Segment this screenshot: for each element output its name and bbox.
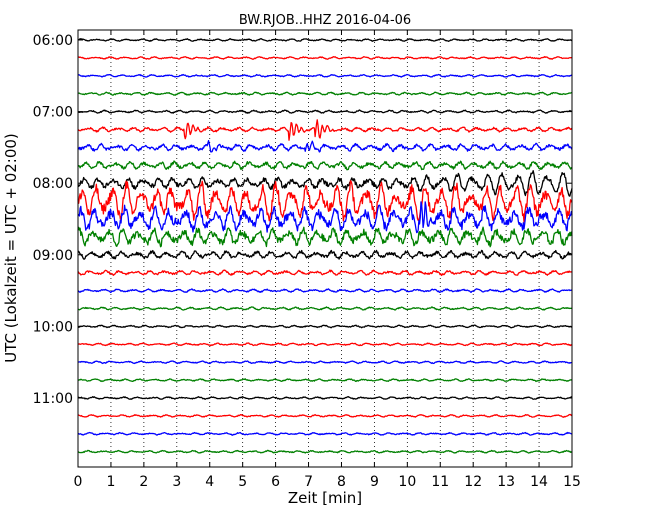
trace-line — [77, 449, 573, 454]
y-tick-label: 06:00 — [33, 33, 73, 49]
trace-line — [77, 55, 573, 60]
trace-line — [77, 226, 573, 248]
x-tick-label: 7 — [304, 474, 313, 490]
y-axis-label: UTC (Lokalzeit = UTC + 02:00) — [2, 133, 20, 363]
trace-line — [77, 73, 573, 78]
plot-frame — [77, 29, 573, 468]
trace-line — [77, 306, 573, 311]
trace-line — [77, 170, 573, 197]
x-tick-label: 4 — [205, 474, 214, 490]
trace-line — [77, 395, 573, 400]
x-tick-label: 3 — [172, 474, 181, 490]
chart-title: BW.RJOB..HHZ 2016-04-06 — [239, 13, 411, 28]
trace-line — [77, 288, 573, 294]
trace-line — [77, 37, 573, 42]
trace-line — [77, 269, 573, 277]
x-tick-label: 14 — [530, 474, 548, 490]
y-tick-label: 09:00 — [33, 248, 73, 264]
trace-line — [77, 342, 573, 347]
y-axis: 06:00 07:00 08:00 09:00 10:00 11:00 — [33, 33, 572, 407]
x-tick-label: 1 — [106, 474, 115, 490]
x-tick-label: 9 — [370, 474, 379, 490]
trace-line — [77, 180, 573, 223]
trace-line — [77, 119, 573, 141]
y-tick-label: 11:00 — [33, 391, 73, 407]
x-tick-label: 12 — [464, 474, 482, 490]
trace-line — [77, 109, 573, 114]
trace-line — [77, 431, 573, 436]
x-tick-label: 6 — [271, 474, 280, 490]
trace-line — [77, 378, 573, 383]
x-tick-label: 0 — [74, 474, 83, 490]
trace-line — [77, 324, 573, 329]
x-tick-label: 11 — [431, 474, 449, 490]
x-tick-label: 13 — [497, 474, 515, 490]
x-tick-label: 2 — [139, 474, 148, 490]
x-tick-label: 8 — [337, 474, 346, 490]
trace-group — [77, 37, 573, 454]
y-tick-label: 07:00 — [33, 105, 73, 121]
trace-line — [77, 201, 573, 234]
trace-line — [77, 360, 573, 365]
trace-line — [77, 91, 573, 96]
x-axis-label: Zeit [min] — [288, 489, 362, 507]
grid — [110, 30, 540, 467]
trace-line — [77, 413, 573, 418]
y-tick-label: 08:00 — [33, 176, 73, 192]
x-tick-label: 15 — [563, 474, 581, 490]
trace-line — [77, 160, 573, 171]
trace-line — [77, 249, 573, 260]
x-tick-label: 10 — [398, 474, 416, 490]
x-tick-label: 5 — [238, 474, 247, 490]
trace-line — [77, 139, 573, 153]
x-axis: 0 1 2 3 4 5 6 7 8 9 10 11 12 13 14 15 — [74, 30, 581, 490]
y-tick-label: 10:00 — [33, 319, 73, 335]
